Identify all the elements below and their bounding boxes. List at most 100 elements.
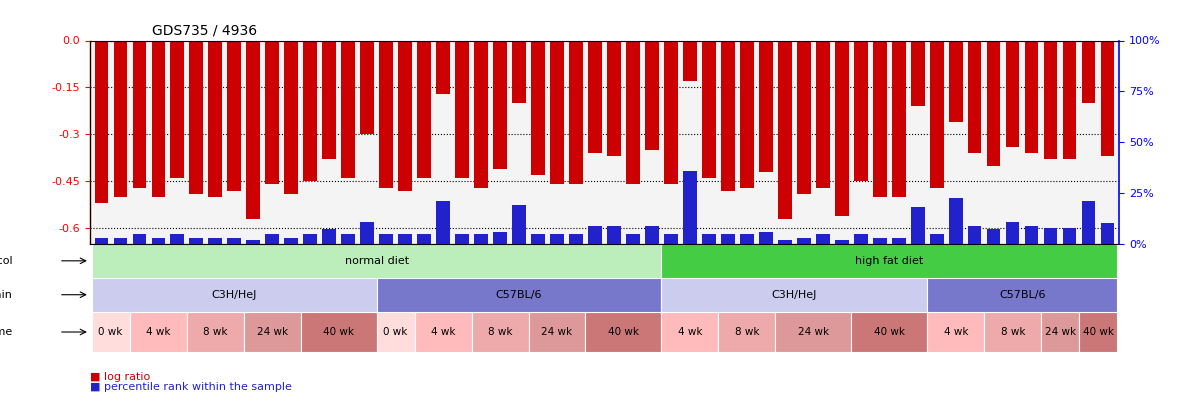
Text: C57BL/6: C57BL/6 [999,290,1046,300]
Text: 40 wk: 40 wk [1083,327,1113,337]
Bar [304,234,317,244]
Bar [1101,223,1114,244]
Bar [1080,312,1117,352]
Bar [266,40,279,184]
Bar [759,232,772,244]
Bar [984,312,1041,352]
Bar [911,40,924,106]
Text: time: time [0,327,12,337]
Bar [664,40,678,184]
Bar [133,234,146,244]
Bar [129,312,187,352]
Bar [892,238,905,244]
Bar [1007,40,1020,147]
Bar [379,234,393,244]
Text: 24 wk: 24 wk [541,327,572,337]
Bar [170,234,184,244]
Bar [1041,312,1080,352]
Bar [152,238,165,244]
Bar [493,40,506,169]
Text: 8 wk: 8 wk [202,327,227,337]
Bar [928,312,984,352]
Bar [740,40,754,188]
Bar [92,244,662,278]
Bar [851,312,928,352]
Bar [377,312,414,352]
Bar [304,40,317,181]
Bar [988,229,1001,244]
Bar [703,40,716,178]
Bar [816,40,830,188]
Text: 24 wk: 24 wk [798,327,830,337]
Text: 4 wk: 4 wk [431,327,455,337]
Text: 4 wk: 4 wk [678,327,703,337]
Bar [341,40,354,178]
Bar [512,205,525,244]
Bar [551,40,564,184]
Bar [778,40,791,219]
Bar [740,234,754,244]
Bar [266,234,279,244]
Bar [92,278,377,312]
Bar [551,234,564,244]
Bar [662,244,1117,278]
Bar [512,40,525,103]
Bar [437,201,450,244]
Bar [529,312,585,352]
Bar [797,40,810,194]
Bar [626,234,639,244]
Bar [285,238,298,244]
Text: growth protocol: growth protocol [0,256,12,266]
Bar [911,207,924,244]
Bar [189,238,202,244]
Bar [607,40,620,156]
Bar [585,312,662,352]
Bar [892,40,905,197]
Bar [683,40,697,81]
Bar [95,40,108,203]
Bar [1007,222,1020,244]
Bar [703,234,716,244]
Text: 8 wk: 8 wk [1001,327,1025,337]
Text: 24 wk: 24 wk [256,327,287,337]
Bar [1063,40,1076,160]
Bar [722,40,735,191]
Bar [474,234,487,244]
Bar [816,234,830,244]
Bar [189,40,202,194]
Bar [722,234,735,244]
Bar [399,234,412,244]
Bar [227,40,241,191]
Bar [1082,201,1095,244]
Bar [133,40,146,188]
Bar [152,40,165,197]
Bar [379,40,393,188]
Text: high fat diet: high fat diet [855,256,924,266]
Bar [1025,40,1039,153]
Bar [531,234,545,244]
Bar [227,238,241,244]
Bar [797,238,810,244]
Text: 40 wk: 40 wk [608,327,639,337]
Bar [1082,40,1095,103]
Bar [208,238,221,244]
Bar [874,238,887,244]
Bar [360,40,373,134]
Text: 4 wk: 4 wk [943,327,968,337]
Bar [968,40,982,153]
Bar [718,312,776,352]
Bar [988,40,1001,166]
Bar [1063,228,1076,244]
Bar [414,312,472,352]
Text: GDS735 / 4936: GDS735 / 4936 [152,24,256,38]
Text: C57BL/6: C57BL/6 [496,290,542,300]
Bar [455,234,469,244]
Bar [645,226,658,244]
Bar [341,234,354,244]
Text: C3H/HeJ: C3H/HeJ [772,290,818,300]
Bar [570,40,583,184]
Bar [474,40,487,188]
Bar [855,40,868,181]
Bar [247,240,260,244]
Bar [208,40,221,197]
